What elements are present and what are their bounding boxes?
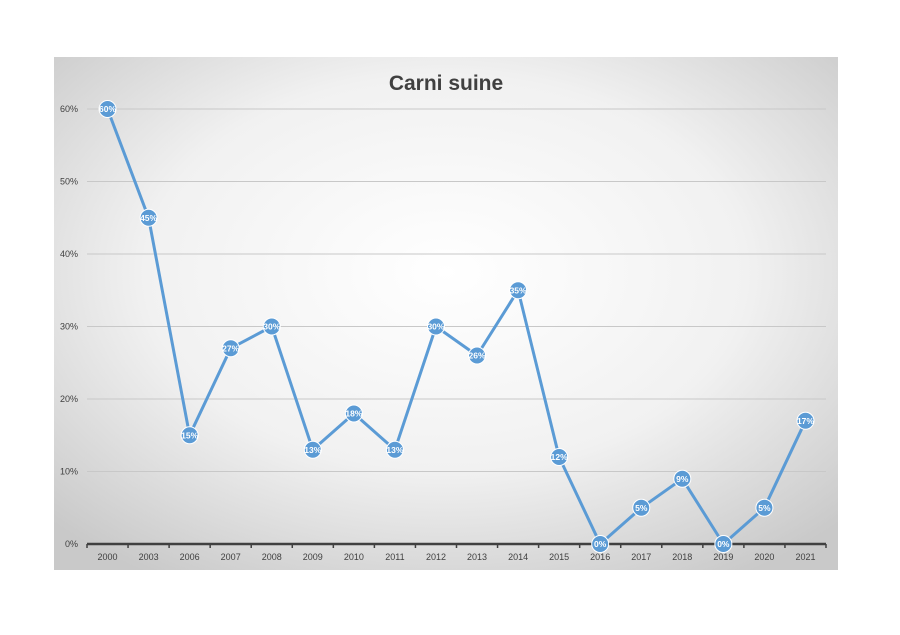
y-tick-label: 20% xyxy=(60,394,78,404)
data-point xyxy=(550,448,569,466)
data-point xyxy=(344,404,363,423)
data-point xyxy=(796,411,815,430)
data-label: 17% xyxy=(797,416,814,426)
data-label: 0% xyxy=(594,539,607,549)
chart-title: Carni suine xyxy=(389,72,503,95)
data-point xyxy=(509,281,528,300)
y-tick-label: 40% xyxy=(60,249,78,259)
data-label: 26% xyxy=(469,351,486,361)
data-label: 15% xyxy=(181,430,198,440)
data-label: 60% xyxy=(99,104,116,114)
data-label: 45% xyxy=(140,213,157,223)
y-tick-label: 10% xyxy=(60,467,78,477)
data-point xyxy=(139,208,158,227)
data-label: 12% xyxy=(551,452,568,462)
data-label: 9% xyxy=(676,474,689,484)
data-point xyxy=(591,535,610,553)
x-tick-label: 2013 xyxy=(467,552,487,562)
x-tick-label: 2014 xyxy=(508,552,528,562)
data-point xyxy=(262,317,281,336)
data-point xyxy=(98,100,117,118)
gridlines xyxy=(87,108,826,472)
chart-background xyxy=(54,57,838,570)
data-point xyxy=(714,535,733,553)
data-point xyxy=(303,440,322,459)
data-label: 30% xyxy=(263,322,280,332)
data-label: 35% xyxy=(510,285,527,295)
y-tick-label: 60% xyxy=(60,104,78,114)
data-point xyxy=(468,346,487,365)
data-label: 5% xyxy=(758,503,771,513)
x-tick-label: 2017 xyxy=(631,552,651,562)
data-point xyxy=(385,440,404,459)
data-label: 0% xyxy=(717,539,730,549)
data-point xyxy=(426,317,445,336)
y-axis-ticks: 0% 10% 20% 30% 40% 50% 60% xyxy=(60,104,78,549)
x-axis-ticks: 2000 2003 2006 2007 2008 2009 2010 2011 2012 2013… xyxy=(98,552,816,562)
data-point xyxy=(221,339,240,358)
x-axis xyxy=(86,542,827,548)
data-label: 13% xyxy=(386,445,403,455)
x-tick-label: 2010 xyxy=(344,552,364,562)
x-tick-label: 2007 xyxy=(221,552,241,562)
x-tick-label: 2019 xyxy=(713,552,733,562)
x-tick-label: 2009 xyxy=(303,552,323,562)
x-tick-label: 2000 xyxy=(98,552,118,562)
x-tick-label: 2003 xyxy=(139,552,159,562)
data-point xyxy=(632,498,651,517)
x-tick-label: 2008 xyxy=(262,552,282,562)
series xyxy=(106,107,807,546)
y-tick-label: 30% xyxy=(60,322,78,332)
x-tick-label: 2018 xyxy=(672,552,692,562)
series-line xyxy=(106,107,807,546)
x-tick-label: 2011 xyxy=(385,552,404,562)
data-point xyxy=(755,498,774,517)
x-tick-label: 2012 xyxy=(426,552,446,562)
chart-panel: Carni suine 0% 10% 20% 30% 40% 50% 60% 2000 200… xyxy=(54,57,838,570)
data-point xyxy=(673,469,692,488)
x-tick-label: 2016 xyxy=(590,552,610,562)
data-label: 30% xyxy=(427,322,444,332)
data-label: 27% xyxy=(222,343,239,353)
x-tick-label: 2006 xyxy=(180,552,200,562)
data-label: 18% xyxy=(345,409,362,419)
x-tick-label: 2020 xyxy=(754,552,774,562)
data-point xyxy=(180,426,199,445)
data-markers: 60% 45% 15% 27% 30% 13% 18% 13% 30% 26% 35% 12% 0% 5%… xyxy=(98,100,815,553)
x-tick-label: 2015 xyxy=(549,552,569,562)
y-tick-label: 50% xyxy=(60,177,78,187)
data-label: 5% xyxy=(635,503,648,513)
line-chart: Carni suine 0%10%20%30%40%50%60% 2000 200… xyxy=(54,57,838,570)
data-label: 13% xyxy=(304,445,321,455)
y-tick-label: 0% xyxy=(65,539,78,549)
x-tick-label: 2021 xyxy=(795,552,815,562)
